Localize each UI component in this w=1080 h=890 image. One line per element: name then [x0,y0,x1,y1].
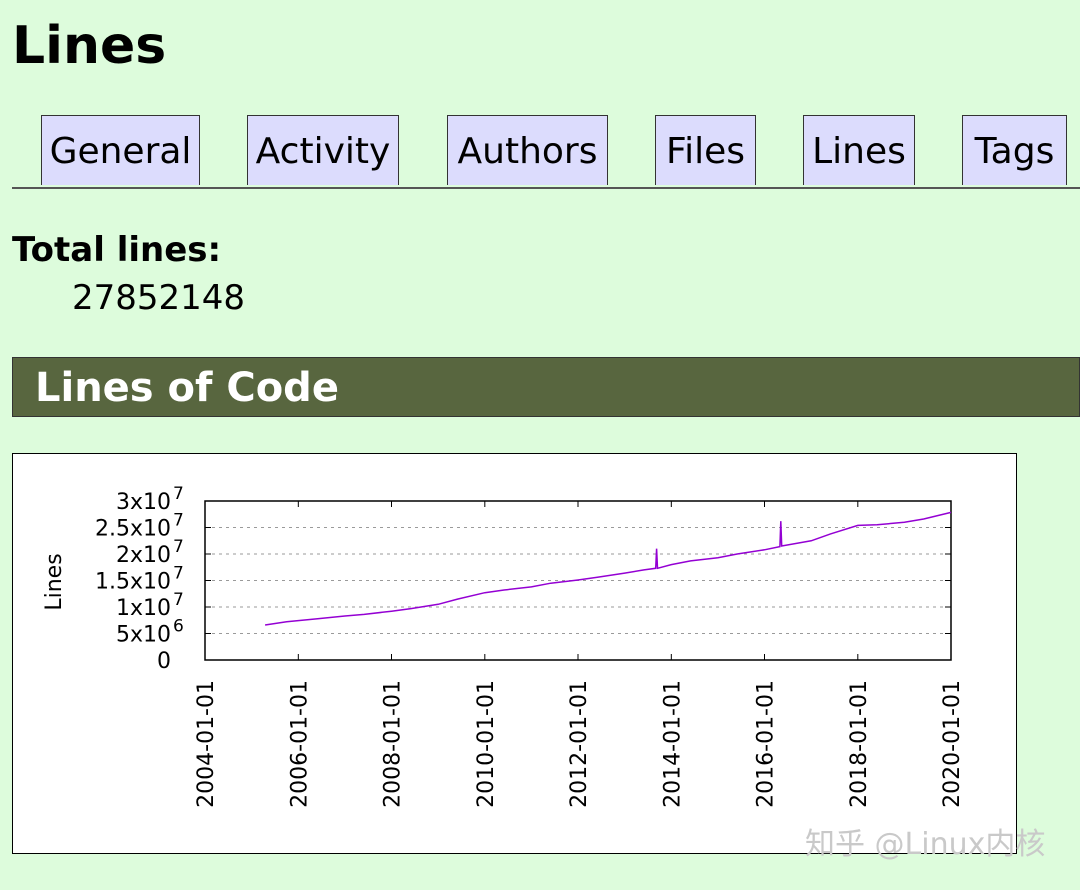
total-lines-value: 27852148 [72,278,246,318]
x-tick-label: 2008-01-01 [381,680,406,808]
watermark: 知乎 @Linux内核 [805,827,1046,862]
tab-activity[interactable]: Activity [247,115,399,185]
plot-border [204,500,952,661]
chart-container: 3x10 7 2.5x10 7 2x10 7 1.5x10 7 1x10 7 5x10 6 0 2004… [12,453,1017,854]
x-tick-label: 2014-01-01 [660,680,685,808]
total-lines-label: Total lines: [12,230,222,270]
y-tick-label: 1x10 [116,596,171,621]
tab-authors[interactable]: Authors [447,115,608,185]
tab-bar: General Activity Authors Files Lines Tag… [12,115,1080,189]
x-tick-label: 2018-01-01 [847,680,872,808]
y-tick-exponent: 7 [173,537,184,557]
y-tick-exponent: 7 [173,484,184,504]
tab-files[interactable]: Files [655,115,756,185]
y-tick-label: 2x10 [116,543,171,568]
y-tick-label: 0 [157,649,171,674]
tab-tags[interactable]: Tags [962,115,1067,185]
x-tick-label: 2006-01-01 [287,680,312,808]
x-tick-label: 2010-01-01 [474,680,499,808]
lines-series-line [264,511,952,626]
y-tick-exponent: 7 [173,511,184,531]
x-tick-label: 2004-01-01 [194,680,219,808]
page-title: Lines [12,16,167,76]
y-tick-label: 5x10 [116,623,171,648]
y-tick-label: 2.5x10 [95,517,171,542]
x-tick-label: 2012-01-01 [567,680,592,808]
tab-lines[interactable]: Lines [803,115,915,185]
tab-general[interactable]: General [41,115,200,185]
x-tick-label: 2016-01-01 [754,680,779,808]
section-header: Lines of Code [12,357,1080,417]
y-axis-title: Lines [42,553,67,610]
y-tick-exponent: 7 [173,590,184,610]
x-tick-label: 2020-01-01 [940,680,965,808]
y-tick-label: 1.5x10 [95,570,171,595]
y-tick-exponent: 7 [173,564,184,584]
y-tick-exponent: 6 [173,617,184,637]
y-tick-label: 3x10 [116,490,171,515]
section-title: Lines of Code [35,365,339,411]
